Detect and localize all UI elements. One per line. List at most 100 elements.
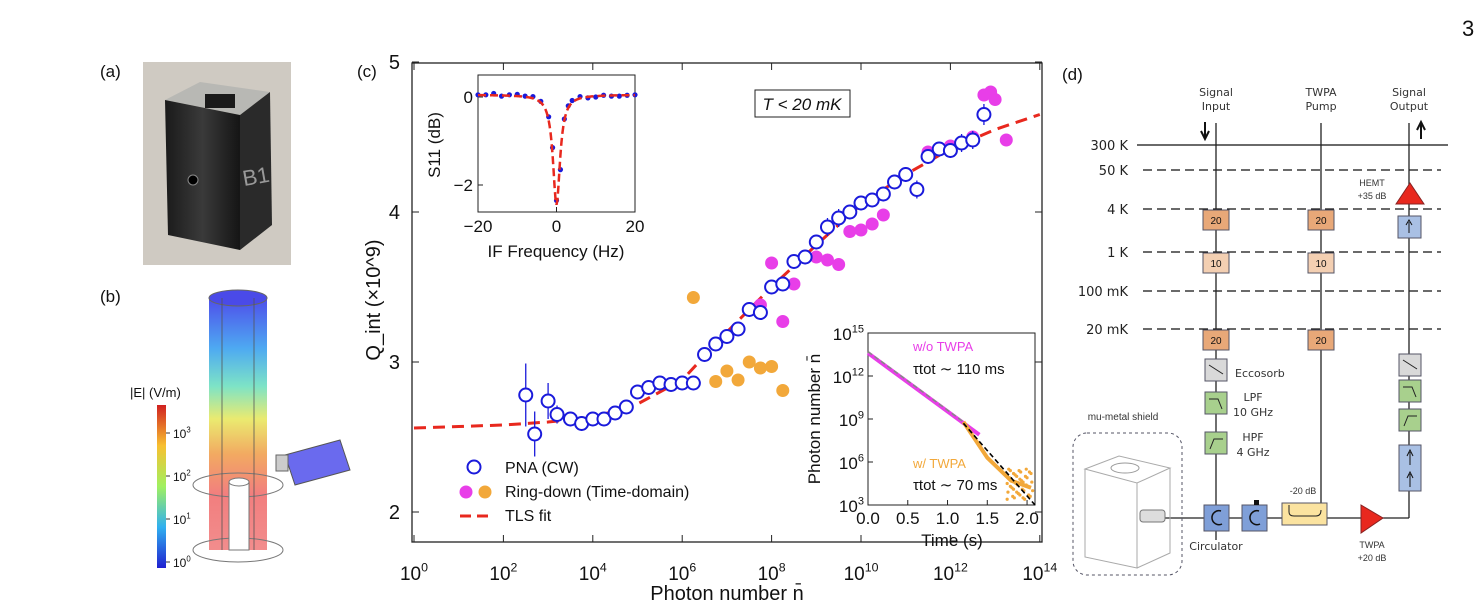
cavity-photo: B1 xyxy=(143,62,291,265)
low-pass-filter xyxy=(1204,391,1228,415)
annotation-with-twpa: w/ TWPA xyxy=(912,456,966,471)
ringdown-noise-point xyxy=(1028,494,1032,498)
attenuator-20mk xyxy=(1307,329,1335,351)
ringdown-point-magenta xyxy=(854,223,868,237)
colorbar-ticks: 103 102 101 100 xyxy=(166,426,191,570)
y-tick-label: 4 xyxy=(389,202,400,224)
directional-coupler xyxy=(1281,502,1328,526)
isolator-arrows-icon xyxy=(1406,448,1414,487)
twpa-label: +20 dB xyxy=(1358,553,1387,563)
ringdown-y-tick-label: 1012 xyxy=(833,366,864,387)
x-tick-label: 1014 xyxy=(1022,560,1057,585)
column-label-signal_input: Input xyxy=(1202,100,1231,113)
ringdown-point-orange xyxy=(742,355,756,369)
pna-point xyxy=(898,167,914,182)
ringdown-x-tick-label: 2.0 xyxy=(1015,509,1039,528)
ringdown-noise-point xyxy=(1006,490,1010,494)
hpf-label: HPF xyxy=(1242,431,1263,444)
ringdown-noise-point xyxy=(1031,489,1035,493)
colorbar xyxy=(157,405,166,568)
attenuator-4k xyxy=(1307,209,1335,231)
y-tick-label: 2 xyxy=(389,502,400,524)
ringdown-point-orange xyxy=(765,360,779,373)
column-label-signal_input: Signal xyxy=(1199,86,1233,99)
ringdown-point-magenta xyxy=(843,225,857,238)
ringdown-point-orange xyxy=(720,364,734,378)
hpf-label: 4 GHz xyxy=(1236,446,1269,459)
ringdown-noise-point xyxy=(1025,476,1029,480)
pna-point xyxy=(875,186,891,202)
pna-point xyxy=(864,192,880,208)
hemt-label: HEMT xyxy=(1359,178,1385,188)
stage-label: 1 K xyxy=(1107,246,1128,261)
pna-point xyxy=(540,393,556,409)
s11-x-tick-label: 20 xyxy=(626,217,645,236)
pna-point xyxy=(942,143,958,158)
ringdown-point-orange xyxy=(709,375,723,388)
pna-point xyxy=(607,405,623,421)
attenuator-20mk-label: 20 xyxy=(1315,336,1327,347)
temperature-annotation: T < 20 mK xyxy=(763,95,843,114)
attenuator-1k-label: 10 xyxy=(1315,259,1327,270)
photo-engraving: B1 xyxy=(241,162,272,191)
mu-metal-shield xyxy=(1072,432,1183,576)
ringdown-noise-point xyxy=(1026,484,1030,488)
s11-data-point xyxy=(593,94,599,100)
ringdown-noise-point xyxy=(1015,474,1019,478)
s11-frame xyxy=(477,74,636,213)
ringdown-x-tick-label: 0.5 xyxy=(896,509,920,528)
ringdown-point-magenta xyxy=(765,256,779,270)
stage-label: 50 K xyxy=(1099,164,1129,179)
attenuator-4k-label: 20 xyxy=(1210,216,1222,227)
pna-point xyxy=(842,204,858,220)
y-tick-label: 3 xyxy=(389,352,400,374)
down-arrow-icon xyxy=(1200,122,1210,142)
ringdown-xlabel: Time (s) xyxy=(921,531,983,550)
legend-label: Ring-down (Time-domain) xyxy=(505,484,689,501)
attenuator-1k-label: 10 xyxy=(1210,259,1222,270)
pna-point xyxy=(920,149,936,164)
pna-point xyxy=(808,234,824,250)
isolator-arrow-icon xyxy=(1405,219,1413,233)
ringdown-point-orange xyxy=(731,373,745,387)
ringdown-y-tick-label: 109 xyxy=(839,409,864,430)
eccosorb-icon xyxy=(1402,359,1418,370)
pna-point xyxy=(909,182,925,197)
ringdown-point-magenta xyxy=(988,93,1002,106)
cavity-sketch-icon xyxy=(1083,455,1172,569)
attenuator-1k xyxy=(1307,252,1335,274)
s11-ylabel: S11 (dB) xyxy=(425,112,444,178)
annotation-tau-70: τtot ∼ 70 ms xyxy=(913,477,997,494)
ringdown-point-magenta xyxy=(999,133,1013,147)
pna-point xyxy=(685,375,701,391)
pna-point xyxy=(719,329,735,344)
shield-label: mu-metal shield xyxy=(1088,412,1159,423)
coupler-icon xyxy=(1288,505,1322,517)
hemt-amplifier-icon xyxy=(1395,182,1425,205)
s11-xlabel: IF Frequency (Hz) xyxy=(488,242,625,261)
x-tick-label: 100 xyxy=(400,560,428,585)
hpf-icon xyxy=(1209,438,1223,450)
s11-x-tick-label: −20 xyxy=(464,217,493,236)
ringdown-y-tick-label: 103 xyxy=(839,495,864,516)
colorbar-title: |E| (V/m) xyxy=(130,385,181,400)
ringdown-noise-point xyxy=(1018,493,1022,497)
legend-marker-magenta xyxy=(459,485,473,499)
double-isolator xyxy=(1398,444,1422,492)
circulator-2 xyxy=(1241,504,1268,532)
ringdown-ylabel: Photon number n̄ xyxy=(805,354,824,484)
attenuator-20mk xyxy=(1202,329,1230,351)
ringdown-x-tick-label: 1.0 xyxy=(936,509,960,528)
low-pass-filter xyxy=(1398,379,1422,403)
ringdown-point-magenta xyxy=(776,315,790,328)
ringdown-fit-line xyxy=(962,422,1036,506)
ringdown-noise-point xyxy=(1030,480,1034,484)
circulator-arrow-icon xyxy=(1211,509,1223,526)
ringdown-inset: 0.0 0.5 1.0 1.5 2.0 103 106 109 1012 1015 w/o TWPA… xyxy=(805,323,1039,550)
coupler-label: -20 dB xyxy=(1290,486,1317,496)
ringdown-noise-point xyxy=(1029,471,1033,476)
x-tick-label: 102 xyxy=(489,560,517,585)
lpf-label: LPF xyxy=(1243,391,1262,404)
attenuator-4k xyxy=(1202,209,1230,231)
main-chart: 100 102 104 106 108 1010 1012 1014 2 3 4 5 xyxy=(389,52,1057,585)
